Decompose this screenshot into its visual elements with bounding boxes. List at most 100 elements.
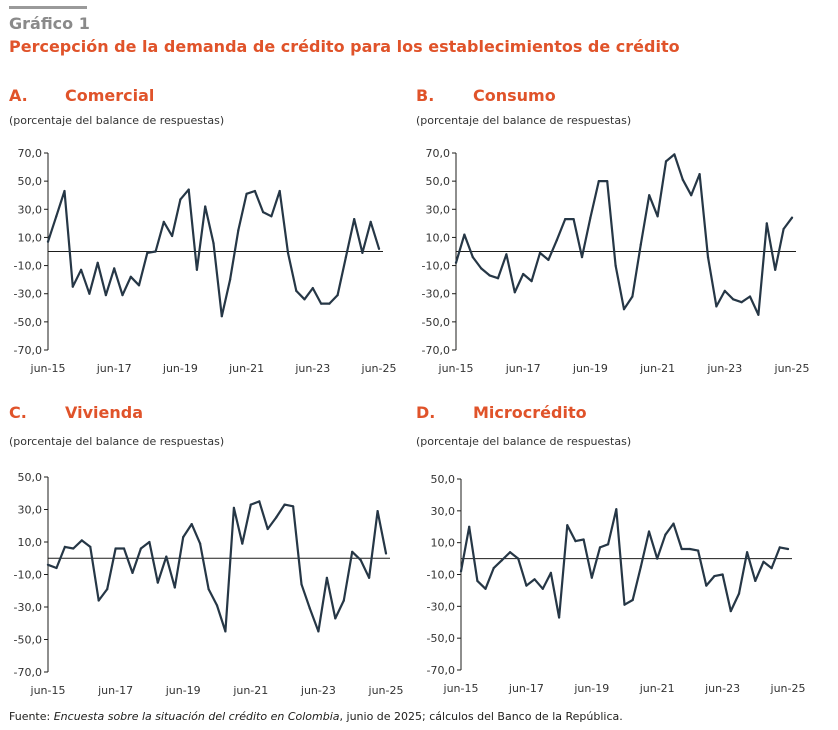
series-line [459, 508, 790, 619]
chart-vivienda: 50,0 30,0 10,0 -10,0 -30,0 -50,0 -70,0 jun-15 ju… [14, 471, 404, 697]
data-point [558, 616, 561, 619]
data-point [171, 234, 174, 238]
panel-a-title: Comercial [65, 86, 155, 105]
chart-microcredito: 50,0 30,0 10,0 -10,0 -30,0 -50,0 -70,0 jun-15 ju… [427, 473, 806, 695]
data-point [131, 571, 134, 575]
data-point [55, 566, 58, 570]
data-point [342, 599, 345, 602]
y-tick-label: 50,0 [18, 471, 43, 484]
data-point [713, 575, 716, 578]
y-tick-label: 70,0 [426, 147, 451, 160]
x-tick-label: jun-15 [30, 362, 66, 375]
data-point [275, 516, 278, 519]
data-point [303, 298, 306, 301]
data-point [300, 583, 303, 586]
chart-comercial: 70,0 50,0 30,0 10,0 -10,0 -30,0 -50,0 -70,0 jun-… [14, 147, 397, 375]
data-point [468, 525, 471, 528]
data-point [317, 630, 320, 633]
chart-consumo: 70,0 50,0 30,0 10,0 -10,0 -30,0 -50,0 -70,0 jun-… [422, 147, 810, 375]
data-point [770, 567, 773, 570]
data-point [55, 215, 58, 218]
x-tick-label: jun-23 [294, 362, 330, 375]
data-point [580, 256, 584, 259]
data-point [732, 298, 735, 301]
data-point [538, 251, 542, 254]
data-point [509, 551, 512, 554]
data-point [480, 267, 483, 270]
data-point [295, 289, 298, 292]
x-tick-label: jun-15 [30, 684, 66, 697]
data-point [748, 295, 752, 298]
data-point [488, 274, 491, 277]
data-point [137, 284, 141, 287]
data-point [165, 555, 168, 558]
data-point [589, 216, 592, 219]
data-point [89, 545, 92, 549]
data-point [484, 587, 487, 590]
series-line [454, 153, 794, 316]
x-tick-label: jun-17 [97, 684, 133, 697]
data-point [533, 578, 536, 581]
data-point [765, 222, 768, 225]
data-point [195, 268, 198, 271]
data-point [377, 247, 381, 250]
x-tick-label: jun-17 [96, 362, 132, 375]
y-tick-label: -70,0 [422, 344, 450, 357]
y-tick-label: 70,0 [18, 147, 43, 160]
y-tick-label: -10,0 [14, 569, 42, 582]
data-point [517, 557, 520, 560]
x-tick-label: jun-23 [300, 684, 336, 697]
data-point [106, 588, 109, 591]
y-tick-label: -50,0 [14, 634, 42, 647]
data-point [746, 551, 749, 554]
data-point [114, 547, 117, 550]
data-point [187, 188, 190, 191]
y-tick-label: 30,0 [431, 505, 456, 518]
data-point [369, 220, 372, 223]
data-point [258, 500, 261, 503]
data-point [266, 527, 269, 531]
data-point [336, 294, 339, 297]
data-point [325, 576, 328, 579]
x-tick-label: jun-21 [228, 362, 264, 375]
y-tick-label: -30,0 [14, 288, 42, 301]
data-point [71, 285, 74, 288]
data-point [656, 215, 659, 218]
data-point [782, 227, 785, 231]
data-point [582, 538, 585, 541]
data-point [173, 586, 176, 589]
y-tick-label: -10,0 [422, 260, 450, 273]
data-point [631, 598, 634, 602]
x-tick-label: jun-25 [368, 684, 404, 697]
data-point [212, 242, 215, 245]
panel-d-subtitle: (porcentaje del balance de respuestas) [416, 435, 632, 448]
data-point [46, 563, 50, 566]
y-tick-label: -70,0 [14, 344, 42, 357]
y-tick-label: 10,0 [18, 231, 43, 244]
data-point [680, 547, 683, 551]
data-point [113, 267, 116, 270]
data-point [308, 607, 311, 610]
data-point [476, 579, 479, 583]
data-point [232, 506, 235, 509]
x-tick-label: jun-23 [706, 362, 742, 375]
x-tick-label: jun-15 [443, 682, 479, 695]
data-point [598, 546, 602, 549]
data-point [359, 558, 362, 562]
data-point [156, 581, 159, 584]
y-tick-label: 10,0 [426, 231, 451, 244]
figure-label: Gráfico 1 [9, 14, 90, 33]
data-point [530, 280, 533, 283]
data-point [729, 610, 732, 613]
data-point [351, 550, 354, 553]
data-point [639, 243, 642, 246]
data-point [623, 603, 626, 606]
x-tick-label: jun-19 [165, 684, 201, 697]
data-point [672, 522, 675, 525]
y-tick-label: 50,0 [18, 175, 43, 188]
y-tick-label: -50,0 [427, 632, 455, 645]
panel-a-letter: A. [9, 86, 28, 105]
data-point [292, 505, 295, 508]
data-point [278, 189, 281, 193]
panel-a-subtitle: (porcentaje del balance de respuestas) [9, 114, 225, 127]
